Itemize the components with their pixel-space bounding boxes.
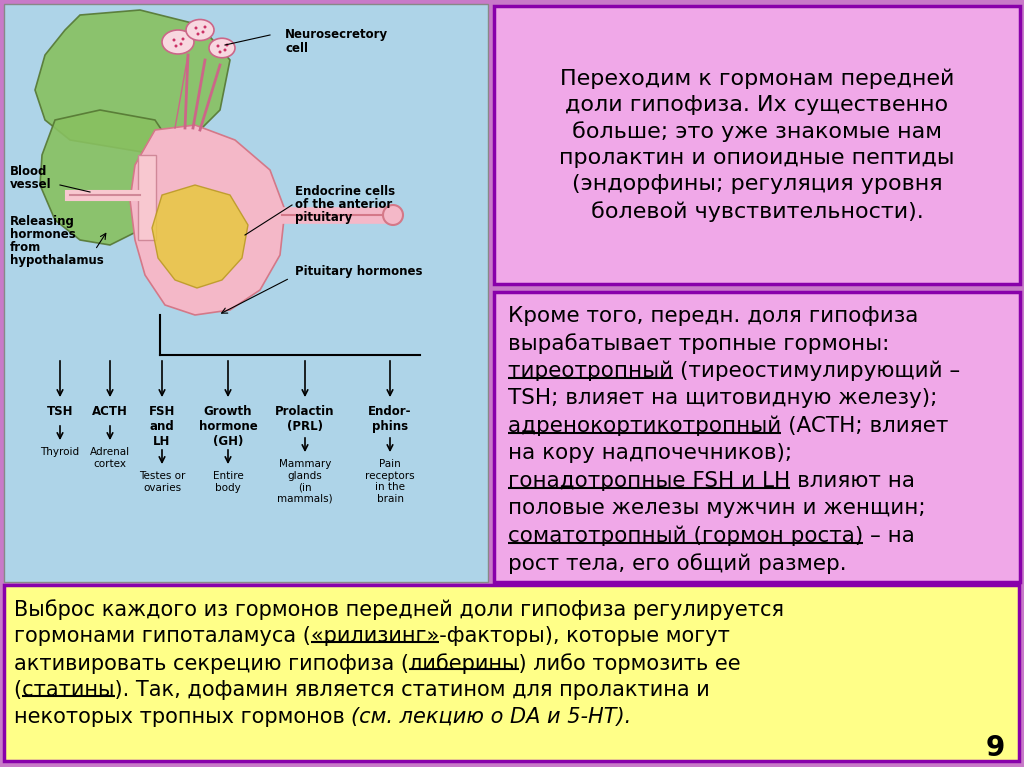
Text: ACTH: ACTH bbox=[92, 405, 128, 418]
Text: (см. лекцию о DA и 5-HT).: (см. лекцию о DA и 5-HT). bbox=[351, 707, 632, 727]
Text: вырабатывает тропные гормоны:: вырабатывает тропные гормоны: bbox=[508, 334, 890, 354]
Text: гормонами гипоталамуса («рилизинг»-факторы), которые могут: гормонами гипоталамуса («рилизинг»-факто… bbox=[14, 626, 730, 646]
Text: активировать секрецию гипофиза (либерины) либо тормозить ее: активировать секрецию гипофиза (либерины… bbox=[14, 653, 740, 674]
Text: Prolactin
(PRL): Prolactin (PRL) bbox=[275, 405, 335, 433]
Text: vessel: vessel bbox=[10, 178, 51, 191]
Circle shape bbox=[202, 31, 205, 34]
Circle shape bbox=[181, 38, 184, 41]
Polygon shape bbox=[35, 10, 230, 155]
Polygon shape bbox=[40, 110, 175, 245]
Circle shape bbox=[223, 48, 226, 51]
Text: Pituitary hormones: Pituitary hormones bbox=[295, 265, 423, 278]
Text: Выброс каждого из гормонов передней доли гипофиза регулируется: Выброс каждого из гормонов передней доли… bbox=[14, 599, 784, 620]
Text: Growth
hormone
(GH): Growth hormone (GH) bbox=[199, 405, 257, 448]
Circle shape bbox=[225, 44, 228, 47]
Polygon shape bbox=[152, 185, 248, 288]
Circle shape bbox=[197, 32, 200, 35]
Text: 9: 9 bbox=[985, 734, 1005, 762]
FancyBboxPatch shape bbox=[494, 6, 1020, 284]
Text: Neurosecretory: Neurosecretory bbox=[285, 28, 388, 41]
Circle shape bbox=[195, 27, 198, 29]
Text: FSH
and
LH: FSH and LH bbox=[148, 405, 175, 448]
Text: Endocrine cells: Endocrine cells bbox=[295, 185, 395, 198]
Circle shape bbox=[179, 42, 182, 45]
Text: половые железы мужчин и женщин;: половые железы мужчин и женщин; bbox=[508, 499, 926, 518]
Text: Endor-
phins: Endor- phins bbox=[369, 405, 412, 433]
Text: Releasing: Releasing bbox=[10, 215, 75, 228]
Text: Thyroid: Thyroid bbox=[40, 447, 80, 457]
Polygon shape bbox=[130, 125, 285, 315]
Text: Blood: Blood bbox=[10, 165, 47, 178]
FancyBboxPatch shape bbox=[138, 155, 156, 240]
Text: Переходим к гормонам передней
доли гипофиза. Их существенно
больше; это уже знак: Переходим к гормонам передней доли гипоф… bbox=[559, 68, 954, 222]
Text: Adrenal
cortex: Adrenal cortex bbox=[90, 447, 130, 469]
FancyBboxPatch shape bbox=[4, 4, 488, 582]
Text: (статины). Так, дофамин является статином для пролактина и: (статины). Так, дофамин является статино… bbox=[14, 680, 710, 700]
Text: of the anterior: of the anterior bbox=[295, 198, 392, 211]
Circle shape bbox=[174, 44, 177, 48]
Text: Entire
body: Entire body bbox=[213, 471, 244, 492]
Text: from: from bbox=[10, 241, 41, 254]
Text: соматотропный (гормон роста) – на: соматотропный (гормон роста) – на bbox=[508, 526, 914, 546]
Circle shape bbox=[216, 44, 219, 48]
FancyBboxPatch shape bbox=[4, 585, 1019, 761]
Text: TSH; влияет на щитовидную железу);: TSH; влияет на щитовидную железу); bbox=[508, 388, 937, 409]
Text: адренокортикотропный (ACTH; влияет: адренокортикотропный (ACTH; влияет bbox=[508, 416, 948, 436]
Text: Testes or
ovaries: Testes or ovaries bbox=[139, 471, 185, 492]
Text: hypothalamus: hypothalamus bbox=[10, 254, 103, 267]
Text: pituitary: pituitary bbox=[295, 211, 352, 224]
Text: рост тела, его общий размер.: рост тела, его общий размер. bbox=[508, 553, 847, 574]
Text: тиреотропный (тиреостимулирующий –: тиреотропный (тиреостимулирующий – bbox=[508, 361, 961, 381]
Circle shape bbox=[383, 205, 403, 225]
Ellipse shape bbox=[162, 30, 194, 54]
FancyBboxPatch shape bbox=[494, 292, 1020, 582]
Ellipse shape bbox=[209, 38, 234, 58]
Text: cell: cell bbox=[285, 42, 308, 55]
Text: Mammary
glands
(in
mammals): Mammary glands (in mammals) bbox=[278, 459, 333, 504]
Circle shape bbox=[218, 51, 221, 54]
Text: TSH: TSH bbox=[47, 405, 74, 418]
Text: Pain
receptors
in the
brain: Pain receptors in the brain bbox=[366, 459, 415, 504]
Circle shape bbox=[204, 25, 207, 28]
Text: на кору надпочечников);: на кору надпочечников); bbox=[508, 443, 793, 463]
Text: гонадотропные FSH и LH влияют на: гонадотропные FSH и LH влияют на bbox=[508, 471, 915, 491]
Text: некоторых тропных гормонов: некоторых тропных гормонов bbox=[14, 707, 351, 727]
Ellipse shape bbox=[186, 19, 214, 41]
Text: hormones: hormones bbox=[10, 228, 76, 241]
Circle shape bbox=[172, 38, 175, 41]
Text: Кроме того, передн. доля гипофиза: Кроме того, передн. доля гипофиза bbox=[508, 306, 919, 326]
